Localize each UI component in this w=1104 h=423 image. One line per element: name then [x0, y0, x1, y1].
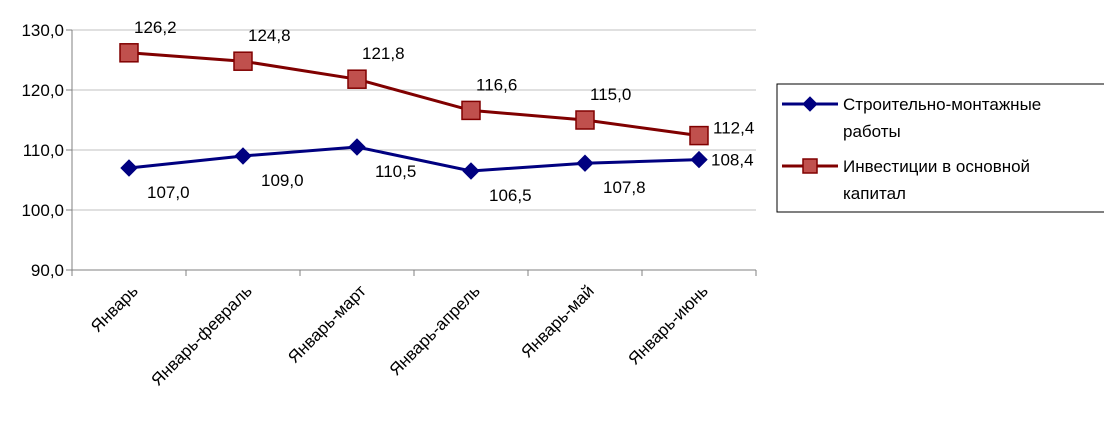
legend-label: работы [843, 122, 901, 141]
legend-swatch-marker [802, 158, 818, 174]
legend: Строительно-монтажные работы Инвестиции в … [776, 83, 1104, 213]
category-label: Январь-май [518, 281, 598, 361]
y-tick-label: 130,0 [21, 21, 64, 40]
y-tick-labels: 90,0 100,0 110,0 120,0 130,0 [21, 21, 64, 280]
data-label: 109,0 [261, 171, 304, 190]
data-point-marker [461, 100, 481, 121]
y-tick-label: 110,0 [23, 141, 64, 160]
y-tick-label: 100,0 [21, 201, 64, 220]
category-label: Январь [87, 281, 142, 336]
series-line [128, 51, 700, 138]
category-label: Январь-июнь [625, 281, 712, 368]
data-label: 112,4 [713, 119, 754, 138]
data-label: 124,8 [248, 26, 291, 45]
data-label: 106,5 [489, 186, 532, 205]
legend-label: Инвестиции в основной [843, 157, 1030, 176]
data-point-marker [348, 138, 366, 156]
data-label: 107,8 [603, 178, 646, 197]
data-point-marker [119, 43, 139, 63]
data-label: 116,6 [476, 75, 517, 94]
data-label: 107,0 [147, 183, 190, 202]
series-markers [119, 43, 709, 180]
category-label: Январь-апрель [386, 281, 484, 379]
data-labels: 107,0 109,0 110,5 106,5 107,8 108,4 126,2 124,8… [134, 18, 754, 205]
legend-label: Строительно-монтажные [843, 95, 1041, 114]
data-point-marker [576, 154, 594, 172]
gridlines [72, 29, 756, 211]
series-line [128, 145, 700, 173]
category-label: Январь-февраль [148, 281, 256, 389]
data-point-marker [347, 69, 367, 89]
category-labels: Январь Январь-февраль Январь-март Январь-ап… [87, 281, 712, 389]
data-label: 121,8 [362, 44, 405, 63]
legend-label: капитал [843, 184, 906, 203]
data-label: 126,2 [134, 18, 177, 37]
data-label: 115,0 [590, 85, 631, 104]
axes [66, 29, 757, 276]
category-label: Январь-март [284, 281, 370, 367]
y-tick-label: 120,0 [21, 81, 64, 100]
data-point-marker [120, 159, 138, 177]
data-point-marker [575, 110, 595, 130]
data-point-marker [462, 162, 480, 180]
data-point-marker [689, 125, 709, 146]
y-tick-label: 90,0 [31, 261, 64, 280]
data-label: 108,4 [711, 151, 754, 170]
data-point-marker [234, 147, 252, 165]
data-point-marker [690, 150, 708, 169]
legend-swatch-marker [802, 96, 818, 112]
data-label: 110,5 [375, 162, 416, 181]
series-lines [128, 51, 700, 173]
data-point-marker [233, 51, 253, 71]
